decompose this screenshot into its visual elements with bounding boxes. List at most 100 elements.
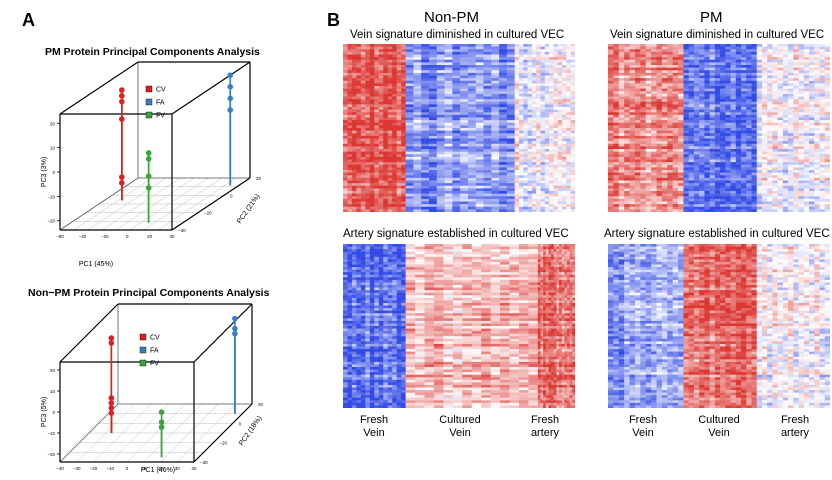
heatmap-cell	[608, 175, 614, 179]
heatmap-cell	[460, 128, 469, 132]
heatmap-cell	[613, 151, 620, 155]
heatmap-cell	[536, 46, 541, 50]
heatmap-cell	[347, 65, 353, 69]
heatmap-cell	[651, 51, 657, 55]
heatmap-cell	[651, 172, 657, 176]
heatmap-cell	[475, 164, 484, 168]
heatmap-cell	[699, 59, 705, 63]
heatmap-cell	[672, 159, 679, 163]
heatmap-cell	[629, 193, 636, 197]
heatmap-cell	[772, 196, 779, 200]
z-tick-label: −20	[47, 219, 55, 224]
heatmap-cell	[730, 78, 737, 82]
heatmap-cell	[401, 78, 407, 82]
heatmap-cell	[667, 114, 674, 118]
heatmap-cell	[566, 122, 572, 126]
heatmap-cell	[544, 141, 550, 145]
heatmap-cell	[699, 162, 705, 166]
heatmap-cell	[672, 209, 679, 212]
heatmap-cell	[553, 128, 559, 132]
heatmap-cell	[608, 188, 614, 192]
heatmap-cell	[531, 180, 537, 184]
heatmap-cell	[475, 196, 484, 200]
heatmap-cell	[506, 93, 516, 97]
heatmap-cell	[351, 196, 357, 200]
heatmap-cell	[661, 114, 668, 118]
heatmap-cell	[360, 101, 366, 105]
heatmap-cell	[618, 188, 625, 192]
heatmap-cell	[356, 46, 362, 50]
heatmap-cell	[491, 162, 500, 166]
heatmap-cell	[540, 44, 546, 48]
heatmap-cell	[506, 101, 516, 105]
heatmap-cell	[536, 54, 541, 58]
heatmap-cell	[667, 201, 674, 205]
heatmap-cell	[383, 54, 389, 58]
heatmap-cell	[699, 167, 705, 171]
heatmap-cell	[343, 130, 348, 134]
heatmap-cell	[413, 170, 422, 174]
heatmap-cell	[387, 151, 393, 155]
heatmap-cell	[356, 109, 362, 113]
heatmap-cell	[730, 44, 737, 48]
heatmap-cell	[782, 57, 789, 61]
heatmap-cell	[365, 201, 371, 205]
heatmap-cell	[613, 122, 620, 126]
heatmap-cell	[506, 70, 516, 74]
heatmap-cell	[640, 172, 647, 176]
heatmap-cell	[566, 65, 572, 69]
heatmap-cell	[693, 70, 700, 74]
heatmap-cell	[460, 196, 469, 200]
heatmap-cell	[444, 175, 453, 179]
heatmap-cell	[467, 206, 477, 210]
heatmap-cell	[618, 46, 625, 50]
heatmap-cell	[365, 51, 371, 55]
heatmap-cell	[613, 67, 620, 71]
heatmap-cell	[714, 107, 721, 111]
heatmap-cell	[527, 206, 533, 210]
heatmap-cell	[730, 196, 737, 200]
heatmap-cell	[396, 122, 402, 126]
heatmap-cell	[531, 164, 537, 168]
heatmap-cell	[756, 146, 763, 150]
heatmap-cell	[523, 59, 529, 63]
heatmap-cell	[369, 112, 375, 116]
heatmap-cell	[396, 183, 402, 187]
heatmap-cell	[566, 128, 572, 132]
heatmap-cell	[383, 135, 389, 139]
heatmap-cell	[396, 167, 402, 171]
heatmap-cell	[557, 49, 563, 53]
heatmap-cell	[475, 135, 484, 139]
heatmap-cell	[544, 172, 550, 176]
heatmap-cell	[667, 175, 674, 179]
heatmap-cell	[452, 159, 461, 163]
heatmap-cell	[767, 185, 773, 189]
heatmap-cell	[531, 185, 537, 189]
heatmap-cell	[444, 196, 453, 200]
heatmap-cell	[714, 44, 721, 48]
heatmap-cell	[720, 78, 726, 82]
heatmap-cell	[725, 146, 731, 150]
heatmap-cell	[413, 175, 422, 179]
heatmap-cell	[672, 185, 679, 189]
heatmap-cell	[777, 54, 784, 58]
heatmap-cell	[672, 88, 679, 92]
heatmap-cell	[634, 51, 641, 55]
heatmap-cell	[460, 70, 469, 74]
heatmap-cell	[714, 78, 721, 82]
heatmap-cell	[562, 96, 567, 100]
heatmap-cell	[421, 49, 430, 53]
heatmap-cell	[429, 120, 438, 124]
heatmap-cell	[527, 177, 533, 181]
heatmap-cell	[688, 201, 695, 205]
heatmap-cell	[709, 83, 716, 87]
heatmap-cell	[506, 149, 516, 153]
panel-letter-b: B	[327, 10, 340, 30]
heatmap-cell	[383, 46, 389, 50]
heatmap-cell	[714, 164, 721, 168]
heatmap-cell	[444, 162, 453, 166]
legend-label: FV	[150, 361, 159, 368]
heatmap-cell	[405, 65, 414, 69]
heatmap-cell	[483, 185, 492, 189]
heatmap-cell	[608, 59, 614, 63]
